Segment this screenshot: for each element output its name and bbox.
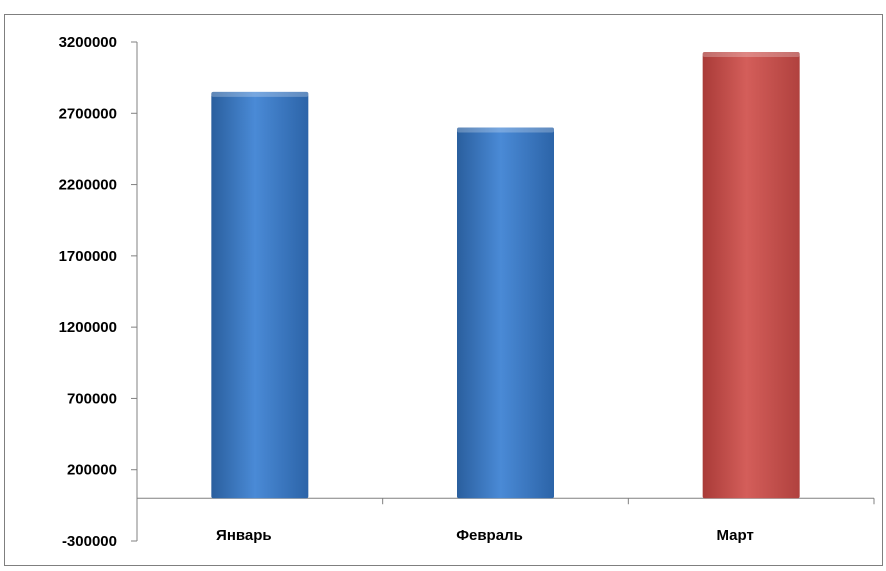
- y-tick-label: 3200000: [59, 34, 117, 51]
- bar-highlight: [457, 127, 554, 133]
- y-tick-label: 2700000: [59, 105, 117, 122]
- y-axis: 3200000 2700000 2200000 1700000 1200000 70000…: [59, 34, 138, 550]
- bar: [457, 127, 554, 499]
- y-tick-label: 1700000: [59, 248, 117, 265]
- y-tick-label: -300000: [62, 533, 117, 550]
- y-tick-label: 1200000: [59, 319, 117, 336]
- bar-chart: 3200000 2700000 2200000 1700000 1200000 70000…: [4, 14, 883, 566]
- bar: [702, 51, 800, 499]
- y-tick-label: 200000: [67, 462, 117, 479]
- chart-frame: 3200000 2700000 2200000 1700000 1200000 70000…: [4, 0, 884, 566]
- y-tick-label: 2200000: [59, 177, 117, 194]
- x-tick-label: Январь: [216, 527, 272, 544]
- bar: [211, 91, 309, 499]
- x-tick-label: Март: [716, 527, 753, 544]
- y-tick-label: 700000: [67, 390, 117, 407]
- x-tick-label: Февраль: [456, 527, 523, 544]
- bar-highlight: [211, 91, 309, 97]
- bars: [211, 51, 800, 499]
- bar-highlight: [702, 51, 800, 57]
